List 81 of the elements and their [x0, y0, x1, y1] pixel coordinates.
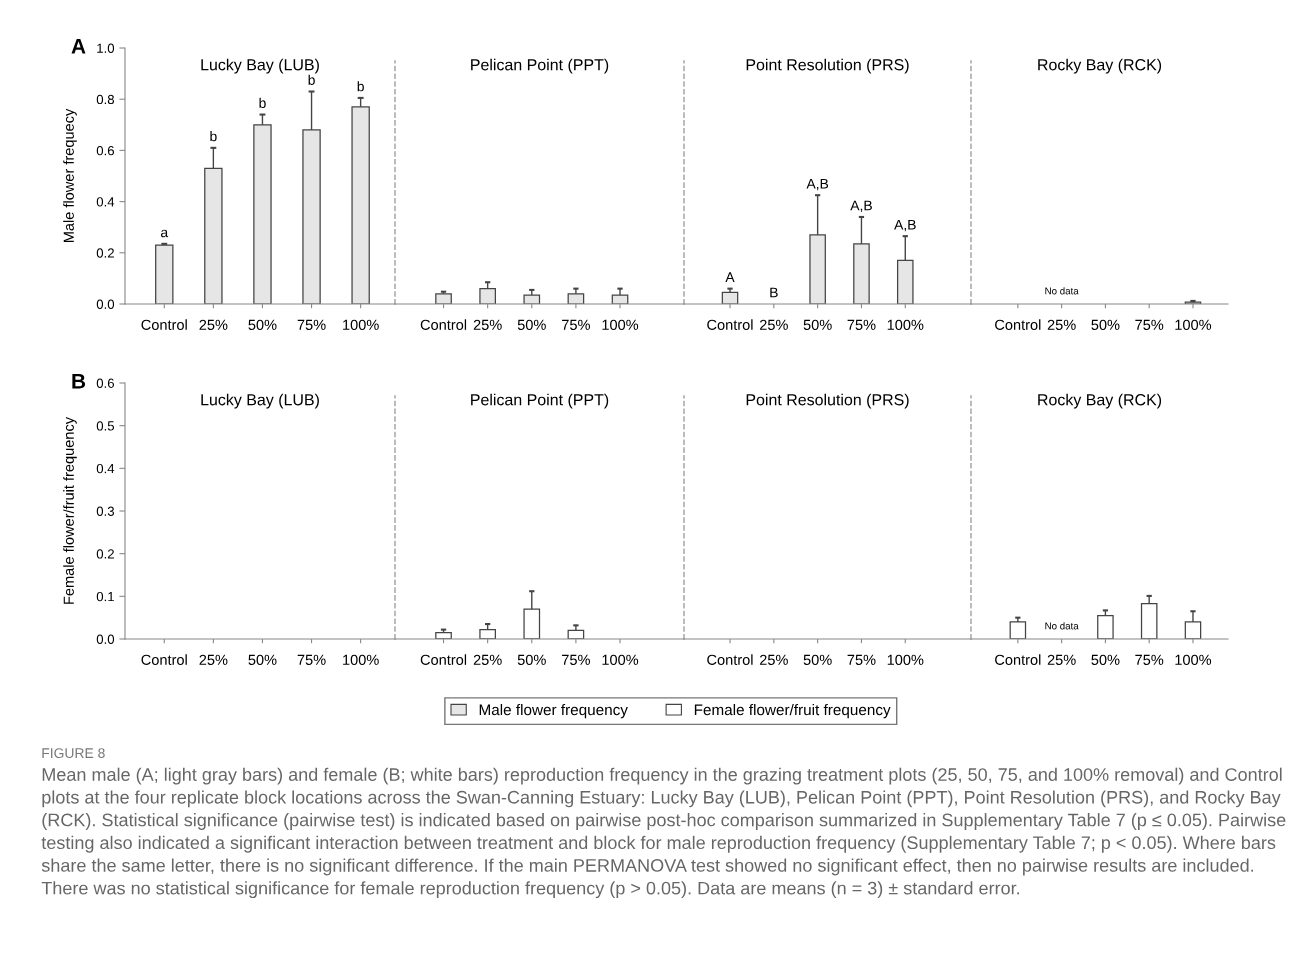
x-tick-label: 100%	[602, 319, 639, 330]
x-tick-label: 25%	[1047, 654, 1076, 665]
annotation: A,B	[850, 200, 872, 213]
x-tick-label: 50%	[517, 654, 546, 665]
x-tick-label: 75%	[847, 654, 876, 665]
x-tick-label: 50%	[248, 654, 277, 665]
annotation: a	[161, 229, 169, 238]
x-tick-label: 25%	[199, 319, 228, 330]
x-tick-label: Control	[141, 654, 187, 665]
x-tick-label: 25%	[199, 654, 228, 665]
y-tick-label: 0.1	[96, 591, 114, 602]
text: Lucky Bay (LUB)	[201, 393, 319, 409]
x-tick-label: 75%	[1135, 319, 1164, 330]
x-tick-label: 50%	[803, 654, 832, 665]
x-tick-label: 100%	[887, 319, 924, 330]
y-tick-label: 0.6	[96, 378, 115, 388]
x-tick-label: 25%	[759, 654, 788, 665]
y-axis-title: Female flower/fruit frequency	[63, 417, 77, 604]
annotation: b	[210, 131, 217, 142]
x-tick-label: 75%	[297, 654, 326, 665]
x-tick-label: 50%	[1091, 319, 1120, 330]
y-tick-label: 0.2	[96, 549, 114, 559]
x-tick-label: 75%	[1135, 654, 1164, 665]
legend-label: Female flower/fruit frequency	[694, 703, 891, 719]
x-tick-label: 75%	[562, 654, 590, 665]
annotation: B	[770, 287, 778, 298]
y-axis-title: Male flower frequecy	[63, 108, 77, 243]
text: Point Resolution (PRS)	[746, 58, 909, 74]
text: A	[71, 39, 86, 54]
x-tick-label: 100%	[343, 319, 379, 330]
annotation: b	[357, 81, 364, 92]
x-tick-label: Control	[995, 319, 1041, 330]
caption: FIGURE 8	[42, 748, 105, 759]
x-tick-label: 75%	[297, 319, 326, 330]
text: No data	[1045, 287, 1079, 295]
x-tick-label: 25%	[1047, 319, 1076, 330]
x-tick-label: Control	[995, 654, 1041, 665]
y-tick-label: 0.2	[96, 248, 114, 258]
x-tick-label: Control	[707, 654, 753, 665]
x-tick-label: 75%	[847, 319, 876, 330]
text: Point Resolution (PRS)	[746, 393, 909, 409]
x-tick-label: 50%	[803, 319, 832, 330]
text: No data	[1045, 622, 1079, 630]
y-tick-label: 1.0	[97, 43, 115, 53]
x-tick-label: 50%	[517, 319, 546, 330]
text: Mean male (A; light gray bars) and female (B; white bars) reproduction frequency in the grazing treatment plots (25, 50, 75, and 100% removal) and Control plots at the four replicate block locations across the Swan-Canning Estuary: Lucky Bay (LUB), Pelican Point (PPT), Point Resolution (PRS), and Rocky Bay (RCK). Statistical significance (pairwise test) is indicated based on pairwise post-hoc comparison summarized in Supplementary Table 7 (p ≤ 0.05). Pairwise testing also indicated a significant interaction between treatment and block for male reproduction frequency (Supplementary Table 7; p < 0.05). Where bars share the same letter, there is no significant difference. If the main PERMANOVA test showed no significant effect, then no pairwise results are included. There was no statistical significance for female reproduction frequency (p > 0.05). Data are means (n = 3) ± standard error.	[41, 767, 1286, 899]
x-tick-label: 100%	[1175, 319, 1212, 330]
legend-label: Male flower frequency	[479, 703, 628, 719]
x-tick-label: 100%	[343, 654, 379, 665]
x-tick-label: 50%	[248, 319, 277, 330]
annotation: b	[259, 97, 266, 108]
y-tick-label: 0.3	[96, 506, 115, 516]
x-tick-label: 50%	[1091, 654, 1120, 665]
x-tick-label: 100%	[1175, 654, 1212, 665]
y-tick-label: 0.0	[96, 299, 115, 309]
x-tick-label: Control	[420, 319, 467, 330]
y-tick-label: 0.5	[96, 421, 115, 431]
y-tick-label: 0.4	[96, 197, 115, 207]
text: Rocky Bay (RCK)	[1038, 58, 1162, 74]
y-tick-label: 0.6	[96, 145, 115, 156]
x-tick-label: 100%	[602, 654, 639, 665]
x-tick-label: 25%	[473, 319, 502, 330]
x-tick-label: 100%	[887, 654, 924, 665]
annotation: A	[725, 272, 735, 282]
x-tick-label: 75%	[562, 319, 590, 330]
x-tick-label: 25%	[759, 319, 788, 330]
text: Pelican Point (PPT)	[471, 393, 609, 409]
text: Rocky Bay (RCK)	[1038, 393, 1162, 409]
y-tick-label: 0.0	[96, 634, 115, 644]
annotation: b	[308, 74, 315, 85]
y-tick-label: 0.4	[96, 463, 115, 474]
annotation: A,B	[894, 219, 916, 232]
x-tick-label: Control	[141, 319, 187, 330]
x-tick-label: Control	[420, 654, 467, 665]
x-tick-label: Control	[707, 319, 753, 330]
x-tick-label: 25%	[473, 654, 502, 665]
annotation: A,B	[806, 178, 829, 191]
text: B	[72, 374, 86, 389]
y-tick-label: 0.8	[96, 94, 115, 105]
text: Pelican Point (PPT)	[471, 58, 609, 74]
text: Lucky Bay (LUB)	[201, 58, 319, 74]
